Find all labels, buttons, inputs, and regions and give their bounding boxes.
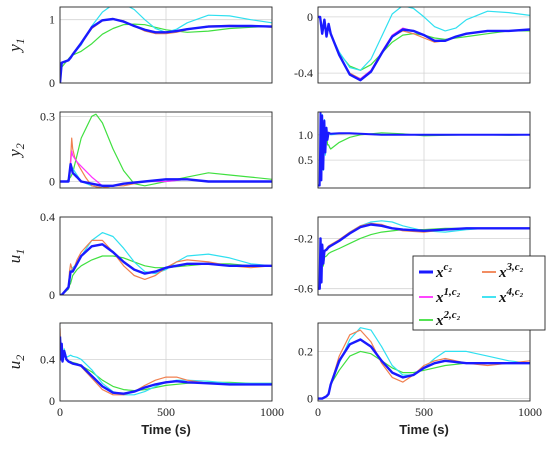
series-group (318, 7, 530, 82)
y-tick-label: 0.3 (40, 109, 55, 123)
y-tick-label: 1 (49, 13, 55, 27)
x-axis-label: Time (s) (141, 422, 191, 437)
panel-1: 0 1 y1 (5, 6, 273, 90)
legend: xc₂ x3,c₂ x1,c₂ x4,c₂ x2,c₂ (412, 255, 546, 331)
x-tick-label: 0 (57, 405, 63, 419)
y-tick-label: -0.2 (294, 231, 313, 245)
series-group (60, 7, 272, 83)
x-axis-label: Time (s) (399, 422, 449, 437)
axes-frame (317, 6, 531, 84)
legend-entry: x2,c₂ (435, 309, 461, 329)
y-tick-label: 1.0 (298, 128, 313, 142)
y-tick-label: -0.4 (294, 66, 313, 80)
y-tick-label: 0 (49, 174, 55, 188)
y-tick-label: 0.5 (298, 153, 313, 167)
y-tick-label: 0 (307, 10, 313, 24)
legend-entry: x4,c₂ (498, 286, 524, 306)
x-tick-label: 0 (315, 405, 321, 419)
y-tick-label: 0 (49, 76, 55, 90)
panel-7: 0 0.4 0 500 1000 Time (s) u2 (5, 322, 284, 437)
axes-frame (59, 216, 273, 296)
panel-8: 0 0.2 0 500 1000 Time (s) (298, 322, 542, 437)
series-line-5 (60, 243, 272, 295)
y-tick-label: 0 (49, 288, 55, 302)
series-line-5 (318, 15, 530, 82)
series-line-3 (60, 239, 272, 295)
x-tick-label: 500 (415, 405, 433, 419)
series-group (60, 232, 272, 295)
y-axis-label: y2 (5, 143, 27, 159)
panel-3: 0 0.3 y2 (5, 109, 273, 189)
series-line-5 (60, 336, 272, 395)
series-line-5 (318, 223, 530, 290)
series-group (60, 328, 272, 396)
panel-4: 0.5 1.0 (298, 111, 531, 189)
y-tick-label: 0.4 (40, 210, 55, 224)
legend-entry: x3,c₂ (498, 261, 524, 281)
axes-frame (59, 6, 273, 84)
axes-frame (59, 111, 273, 189)
y-tick-label: 0 (49, 394, 55, 408)
x-tick-label: 1000 (260, 405, 284, 419)
legend-box (412, 255, 546, 331)
panel-2: 0 -0.4 (294, 6, 531, 84)
series-line-1 (60, 113, 272, 187)
series-group (318, 327, 530, 400)
legend-entry: xc₂ (435, 261, 452, 281)
axes-frame (317, 111, 531, 189)
series-line-5 (60, 17, 272, 83)
y-axis-label: u2 (5, 355, 27, 370)
y-tick-label: 0 (307, 392, 313, 406)
y-tick-label: 0.4 (40, 352, 55, 366)
y-tick-label: -0.6 (294, 282, 313, 296)
series-line-5 (60, 162, 272, 187)
series-group (318, 112, 530, 187)
series-group (318, 220, 530, 290)
legend-entry: x1,c₂ (435, 286, 461, 306)
series-group (60, 113, 272, 188)
x-tick-label: 1000 (518, 405, 542, 419)
panel-5: 0 0.4 u1 (5, 210, 273, 302)
y-tick-label: 0.2 (298, 344, 313, 358)
series-line-5 (318, 338, 530, 400)
x-tick-label: 500 (157, 405, 175, 419)
y-axis-label: y1 (5, 38, 27, 54)
axes-frame (59, 322, 273, 402)
series-line-5 (318, 112, 530, 187)
y-axis-label: u1 (5, 249, 27, 264)
